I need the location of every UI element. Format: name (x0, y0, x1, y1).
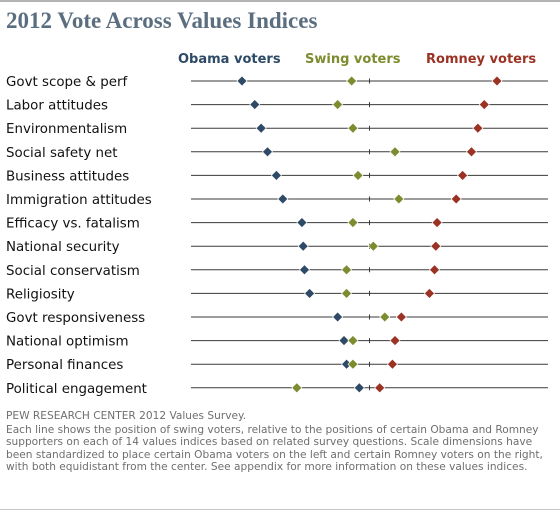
row-label: Religiosity (6, 287, 75, 302)
title-rule (0, 0, 560, 2)
legend-romney-voters: Romney voters (426, 52, 537, 67)
marker-swing (332, 99, 344, 111)
row-label: Labor attitudes (6, 99, 108, 114)
marker-swing (347, 358, 359, 370)
bottom-rule (0, 509, 560, 510)
marker-obama (353, 382, 365, 394)
legend-swing-voters: Swing voters (305, 52, 401, 67)
marker-obama (277, 193, 289, 205)
marker-swing (393, 193, 405, 205)
marker-swing (346, 75, 358, 87)
marker-romney (450, 193, 462, 205)
marker-romney (395, 311, 407, 323)
marker-romney (389, 335, 401, 347)
row-label: National security (6, 240, 120, 255)
marker-obama (338, 335, 350, 347)
row-label: Personal finances (6, 358, 123, 373)
marker-swing (291, 382, 303, 394)
row-label: Govt responsiveness (6, 311, 145, 326)
marker-swing (352, 169, 364, 181)
marker-romney (429, 264, 440, 276)
marker-obama (249, 99, 261, 111)
marker-obama (255, 122, 267, 134)
marker-romney (431, 217, 443, 229)
row-label: Social safety net (6, 146, 118, 161)
row-label: Business attitudes (6, 169, 129, 184)
marker-romney (466, 146, 477, 158)
chart-note: Each line shows the position of swing vo… (6, 424, 543, 474)
marker-romney (430, 240, 442, 252)
row-label: Immigration attitudes (6, 193, 152, 208)
marker-obama (299, 264, 310, 276)
marker-romney (457, 169, 468, 181)
marker-obama (236, 75, 248, 87)
row-label: Social conservatism (6, 264, 140, 279)
marker-swing (347, 122, 359, 134)
marker-swing (379, 311, 391, 323)
marker-swing (347, 217, 359, 229)
marker-swing (389, 146, 401, 158)
marker-obama (332, 311, 344, 323)
page-title: 2012 Vote Across Values Indices (6, 8, 318, 33)
row-label: Environmentalism (6, 122, 127, 137)
row-label: Efficacy vs. fatalism (6, 217, 140, 232)
marker-swing (341, 264, 352, 276)
legend-obama-voters: Obama voters (178, 52, 281, 67)
source-line: PEW RESEARCH CENTER 2012 Values Survey. (6, 410, 247, 422)
marker-swing (347, 335, 359, 347)
marker-romney (472, 122, 484, 134)
marker-romney (478, 99, 490, 111)
row-label: Govt scope & perf (6, 75, 127, 90)
marker-obama (304, 287, 315, 299)
dot-plot: Govt scope & perf Labor attitudes Environm… (6, 75, 548, 397)
marker-swing (341, 287, 352, 299)
row-label: National optimism (6, 335, 129, 350)
marker-obama (297, 240, 309, 252)
marker-swing (367, 240, 379, 252)
marker-romney (387, 358, 398, 370)
marker-romney (424, 287, 435, 299)
marker-obama (271, 169, 282, 181)
row-label: Political engagement (6, 382, 147, 397)
marker-romney (374, 382, 386, 394)
marker-romney (491, 75, 503, 87)
marker-obama (296, 217, 308, 229)
marker-obama (262, 146, 273, 158)
